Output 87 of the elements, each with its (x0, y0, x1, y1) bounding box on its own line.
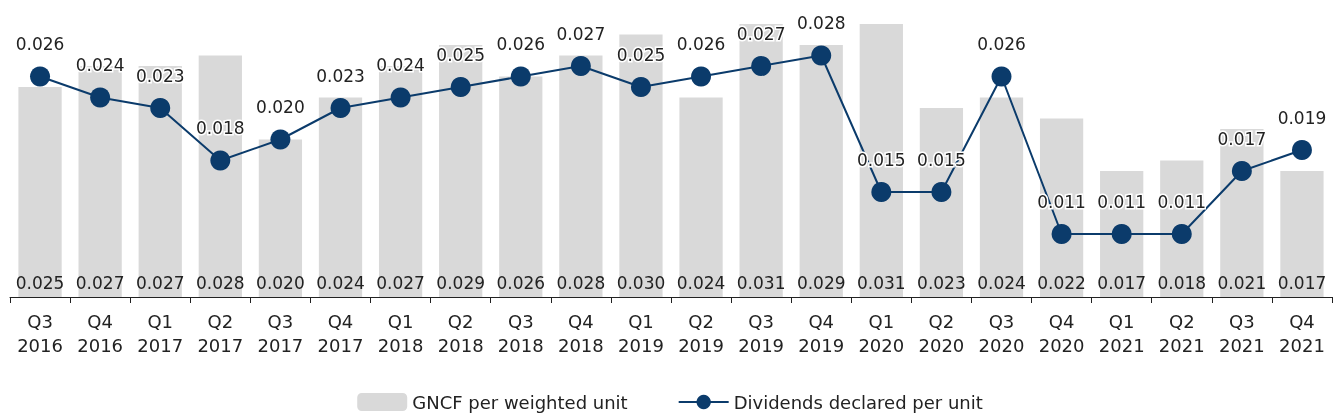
data-label: 0.027 (556, 23, 606, 44)
point (330, 98, 351, 118)
x-tick-label: Q4 2017 (317, 310, 364, 356)
x-tick-label: Q2 2018 (437, 310, 484, 356)
point (270, 129, 291, 150)
data-label: 0.023 (316, 65, 365, 86)
data-label: 0.028 (195, 272, 245, 293)
data-label: 0.024 (977, 272, 1026, 293)
point (871, 182, 892, 202)
data-label: 0.025 (616, 44, 666, 65)
point (991, 66, 1012, 87)
data-label: 0.021 (1217, 272, 1267, 293)
x-tick-label: Q1 2020 (858, 310, 905, 356)
data-label: 0.031 (856, 272, 906, 293)
x-tick-label: Q2 2017 (197, 310, 244, 356)
data-label: 0.018 (195, 118, 245, 138)
point (751, 56, 772, 76)
data-label: 0.029 (436, 272, 486, 293)
point (1111, 224, 1132, 244)
x-tick-label: Q2 2019 (678, 310, 724, 356)
x-tick-label: Q4 2018 (557, 310, 604, 356)
data-label: 0.031 (736, 272, 786, 293)
point (691, 66, 712, 87)
point (90, 87, 111, 108)
data-label: 0.027 (376, 272, 425, 293)
x-tick-label: Q3 2016 (17, 310, 63, 356)
data-label: 0.019 (1277, 107, 1327, 128)
data-label: 0.022 (1037, 272, 1086, 293)
data-label: 0.025 (15, 272, 65, 293)
data-label: 0.024 (75, 55, 125, 75)
point (570, 56, 591, 76)
data-label: 0.024 (376, 55, 425, 75)
point (210, 150, 231, 171)
x-tick-label: Q1 2017 (137, 310, 184, 356)
data-label: 0.017 (1217, 128, 1267, 149)
x-tick-label: Q4 2016 (77, 310, 124, 356)
x-tick-label: Q3 2021 (1218, 310, 1265, 356)
data-label: 0.011 (1097, 191, 1147, 212)
data-label: 0.026 (496, 272, 546, 293)
point (30, 66, 51, 87)
data-label: 0.027 (75, 272, 125, 293)
x-tick-label: Q1 2021 (1098, 310, 1145, 356)
x-tick-label: Q4 2021 (1279, 310, 1325, 356)
x-tick-label: Q3 2019 (738, 310, 785, 356)
point (1291, 140, 1312, 160)
data-label: 0.017 (1277, 272, 1327, 293)
data-label: 0.028 (556, 272, 606, 293)
point (150, 98, 171, 118)
data-label: 0.027 (736, 23, 786, 44)
data-label: 0.027 (135, 272, 185, 293)
data-label: 0.025 (436, 44, 486, 65)
point (510, 66, 531, 87)
x-tick-label: Q3 2017 (257, 310, 304, 356)
x-tick-label: Q2 2020 (918, 310, 965, 356)
point (1231, 161, 1252, 181)
data-label: 0.020 (256, 97, 305, 117)
point (1171, 224, 1192, 244)
data-label: 0.024 (316, 272, 365, 293)
x-tick-label: Q1 2019 (618, 310, 664, 356)
x-tick-label: Q4 2020 (1038, 310, 1085, 356)
x-tick-label: Q4 2019 (798, 310, 845, 356)
data-label: 0.026 (676, 34, 726, 54)
legend-label: GNCF per weighted unit (412, 391, 628, 413)
data-label: 0.028 (796, 13, 846, 33)
point (811, 45, 832, 66)
data-label: 0.017 (1097, 272, 1147, 293)
data-label: 0.024 (676, 272, 726, 293)
data-label: 0.026 (496, 34, 546, 54)
x-tick-label: Q3 2018 (497, 310, 544, 356)
point (630, 77, 651, 97)
data-label: 0.026 (15, 34, 65, 54)
data-label: 0.029 (796, 272, 846, 293)
x-tick-label: Q1 2018 (377, 310, 424, 356)
data-label: 0.011 (1157, 191, 1207, 212)
point (931, 182, 952, 202)
point (450, 77, 471, 97)
x-tick-label: Q2 2021 (1158, 310, 1205, 356)
point (1051, 224, 1072, 244)
data-label: 0.023 (135, 65, 185, 86)
data-label: 0.023 (917, 272, 966, 293)
point (390, 87, 411, 108)
x-tick-label: Q3 2020 (978, 310, 1025, 356)
data-label: 0.026 (977, 34, 1026, 54)
data-label: 0.020 (256, 272, 305, 293)
data-label: 0.030 (616, 272, 666, 293)
data-label: 0.018 (1157, 272, 1207, 293)
legend-label: Dividends declared per unit (733, 391, 983, 413)
